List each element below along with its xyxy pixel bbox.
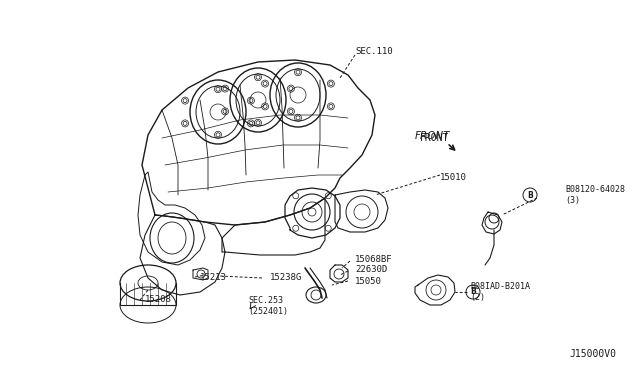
Text: FRONT: FRONT [420, 133, 450, 143]
Text: B08120-64028
(3): B08120-64028 (3) [565, 185, 625, 205]
Text: SEC.253
(252401): SEC.253 (252401) [248, 296, 288, 316]
Text: 15010: 15010 [440, 173, 467, 183]
Text: B08IAD-B201A
(2): B08IAD-B201A (2) [470, 282, 530, 302]
Text: 15238G: 15238G [270, 273, 302, 282]
Text: 15208: 15208 [145, 295, 172, 305]
Text: 15213: 15213 [200, 273, 227, 282]
Text: FRONT: FRONT [414, 131, 450, 141]
Text: 15050: 15050 [355, 276, 382, 285]
Text: 15068BF: 15068BF [355, 254, 392, 263]
Text: B: B [527, 190, 533, 199]
Text: SEC.110: SEC.110 [355, 48, 392, 57]
Text: 22630D: 22630D [355, 266, 387, 275]
Text: J15000V0: J15000V0 [570, 349, 616, 359]
Text: B: B [470, 288, 476, 296]
